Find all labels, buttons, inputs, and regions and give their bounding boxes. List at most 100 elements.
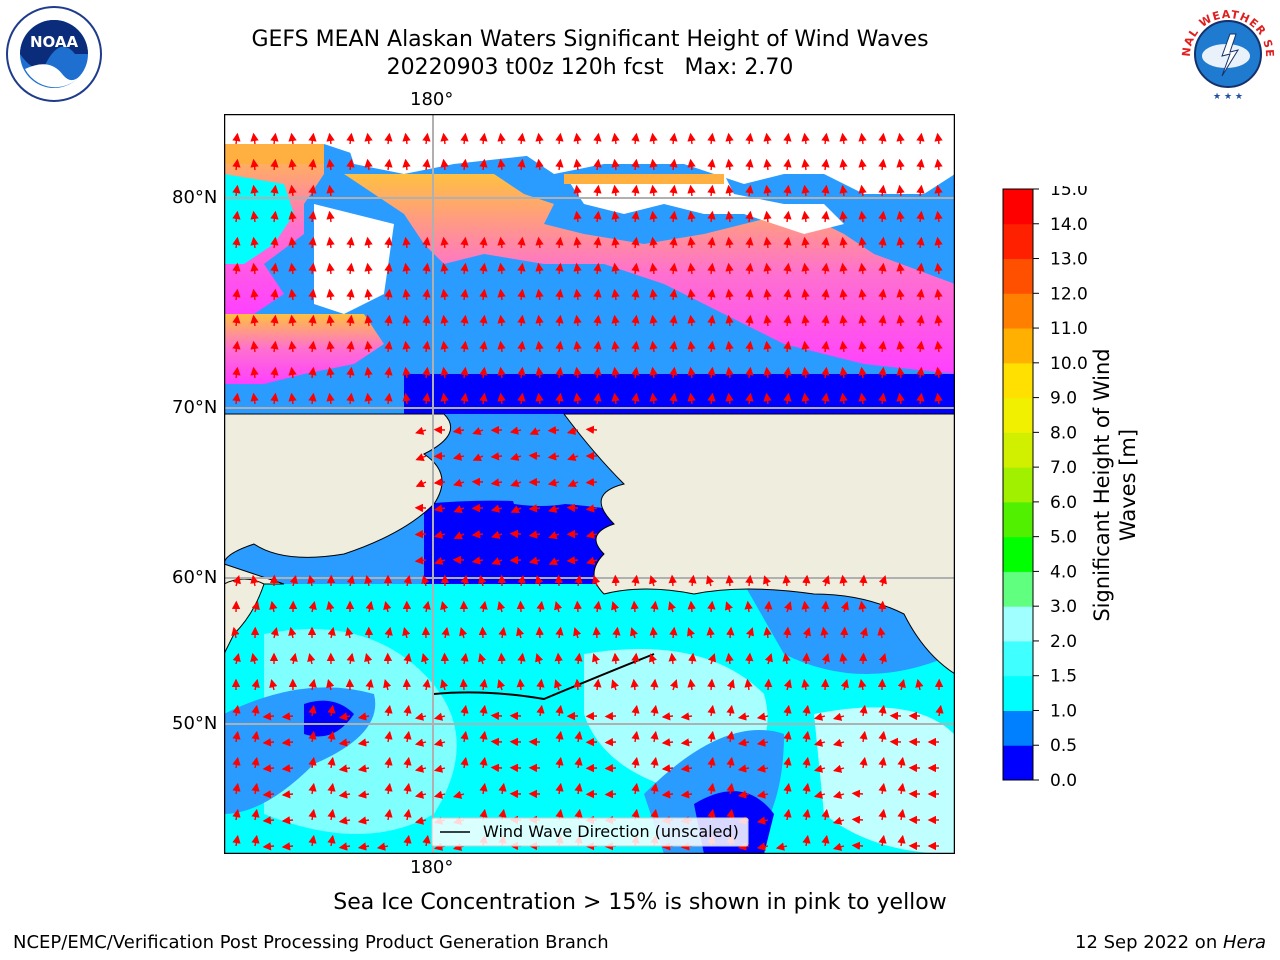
wave-direction-arrow [915, 678, 924, 691]
wave-direction-arrow [763, 366, 772, 379]
wave-direction-arrow [554, 574, 564, 587]
wave-direction-arrow [680, 790, 693, 799]
wave-direction-arrow [859, 704, 868, 717]
wave-direction-arrow [479, 730, 488, 743]
wave-direction-arrow [535, 288, 544, 301]
wave-direction-arrow [725, 132, 734, 145]
wave-direction-arrow [517, 340, 526, 353]
wave-direction-arrow [250, 340, 259, 353]
wave-direction-arrow [415, 453, 427, 461]
svg-text:★ ★ ★: ★ ★ ★ [1213, 92, 1243, 102]
wave-direction-arrow [478, 574, 487, 587]
wave-direction-arrow [535, 158, 544, 171]
wave-direction-arrow [687, 627, 695, 639]
wave-direction-arrow [517, 262, 526, 275]
wave-direction-arrow [708, 653, 716, 665]
wave-direction-arrow [251, 756, 260, 769]
wave-direction-arrow [547, 478, 560, 487]
wave-direction-arrow [479, 600, 488, 613]
wave-direction-arrow [745, 574, 754, 587]
wave-direction-arrow [878, 600, 887, 613]
wave-direction-arrow [763, 236, 772, 249]
wave-direction-arrow [725, 574, 734, 587]
wave-direction-arrow [649, 340, 658, 353]
wave-direction-arrow [326, 600, 335, 613]
wave-direction-arrow [585, 425, 598, 434]
wave-direction-arrow [593, 236, 602, 249]
wave-direction-arrow [631, 288, 640, 301]
wave-direction-arrow [460, 262, 469, 275]
wave-direction-arrow [763, 340, 772, 353]
wave-direction-arrow [453, 531, 465, 540]
colorbar-segment [1003, 293, 1033, 329]
wave-direction-arrow [479, 704, 488, 717]
wave-direction-arrow [783, 288, 792, 301]
wave-direction-arrow [878, 288, 887, 301]
wave-direction-arrow [586, 556, 598, 565]
colorbar-tick-label: 0.5 [1050, 736, 1077, 756]
wave-direction-arrow [669, 626, 678, 639]
wave-direction-arrow [326, 132, 335, 145]
wave-direction-arrow [737, 712, 750, 721]
wave-direction-arrow [433, 790, 446, 799]
wave-direction-arrow [851, 841, 864, 850]
wave-direction-arrow [250, 262, 259, 275]
wave-direction-arrow [547, 452, 560, 461]
wave-direction-arrow [517, 236, 526, 249]
wave-direction-arrow [878, 366, 887, 379]
wave-direction-arrow [878, 262, 887, 275]
wave-direction-arrow [858, 236, 867, 249]
wave-direction-arrow [783, 158, 792, 171]
wave-direction-arrow [270, 392, 279, 405]
wave-direction-arrow [878, 236, 887, 249]
wave-direction-arrow [434, 556, 446, 565]
wave-direction-arrow [801, 366, 810, 379]
wave-direction-arrow [725, 314, 734, 327]
wave-direction-arrow [763, 288, 772, 301]
wave-direction-arrow [232, 236, 241, 249]
wave-direction-arrow [364, 132, 373, 145]
wave-direction-arrow [497, 236, 506, 249]
wave-direction-arrow [611, 288, 620, 301]
wave-direction-arrow [756, 764, 769, 773]
wave-direction-arrow [270, 158, 279, 171]
wave-direction-arrow [859, 756, 868, 769]
wave-direction-arrow [535, 236, 544, 249]
wave-direction-arrow [326, 678, 335, 691]
wave-direction-arrow [422, 288, 431, 301]
wave-direction-arrow [573, 600, 582, 613]
colorbar-segment [1003, 223, 1033, 260]
wave-direction-arrow [403, 652, 412, 665]
wave-direction-arrow [460, 158, 469, 171]
wave-direction-arrow [422, 314, 431, 327]
wave-direction-arrow [574, 730, 583, 743]
wave-direction-arrow [839, 184, 848, 197]
wave-direction-arrow [593, 340, 602, 353]
wave-direction-arrow [535, 366, 544, 379]
wave-direction-arrow [802, 574, 811, 587]
wave-direction-arrow [840, 601, 849, 613]
wave-direction-arrow [878, 808, 887, 821]
wave-direction-arrow [802, 730, 811, 743]
wave-direction-arrow [687, 340, 696, 353]
wave-direction-arrow [528, 451, 541, 461]
wave-direction-arrow [288, 184, 297, 197]
wave-field-2-3m-east [814, 707, 954, 854]
wave-direction-arrow [726, 730, 735, 743]
wave-direction-arrow [839, 210, 848, 223]
wave-direction-arrow [535, 575, 544, 587]
wave-direction-arrow [516, 678, 525, 691]
wave-direction-arrow [878, 392, 887, 405]
wave-direction-arrow [916, 262, 925, 275]
wave-direction-arrow [555, 262, 564, 275]
wave-direction-arrow [262, 738, 275, 747]
wave-direction-arrow [452, 790, 465, 799]
wave-direction-arrow [604, 789, 617, 799]
colorbar-segment [1003, 432, 1033, 468]
wave-direction-arrow [403, 704, 412, 717]
wave-direction-arrow [802, 704, 811, 717]
wave-direction-arrow [783, 184, 792, 197]
wave-direction-arrow [251, 600, 260, 613]
wave-direction-arrow [364, 366, 373, 379]
footer-date: 12 Sep 2022 on [1075, 932, 1223, 953]
